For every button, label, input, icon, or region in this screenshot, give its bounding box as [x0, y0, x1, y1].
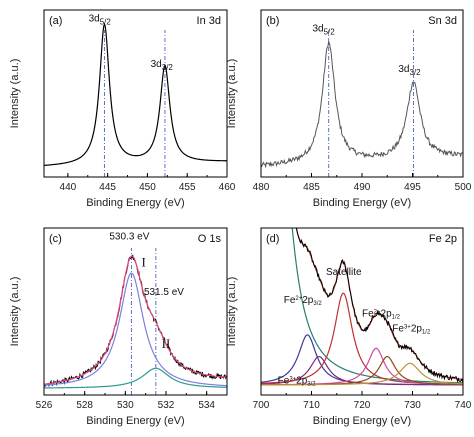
x-tick-label: 490 [354, 182, 371, 193]
peak-annotation: 531.5 eV [144, 287, 184, 298]
x-axis-label: Binding Energy (eV) [86, 197, 184, 209]
plot-area [44, 22, 227, 166]
plot-area [261, 40, 463, 169]
x-axis-label: Binding Energy (eV) [313, 197, 411, 209]
plot-area [261, 228, 463, 386]
series-line [261, 40, 463, 169]
series-line [44, 22, 227, 166]
panel-label: (a) [49, 15, 62, 27]
y-axis-label: Intensity (a.u.) [9, 277, 21, 347]
x-tick-label: 730 [404, 400, 421, 411]
x-tick-label: 532 [158, 400, 175, 411]
series-line [44, 272, 227, 387]
x-tick-label: 460 [219, 182, 236, 193]
corner-label: O 1s [198, 233, 222, 245]
x-axis-label: Binding Energy (eV) [313, 415, 411, 427]
series-line [44, 254, 227, 388]
series-line [44, 367, 227, 389]
fe-annotation: Fe2+2p3/2 [284, 295, 323, 307]
x-tick-label: 455 [179, 182, 196, 193]
panel-label: (c) [49, 233, 62, 245]
plot-area [44, 254, 227, 389]
panel-label: (b) [266, 15, 279, 27]
y-axis-label: Intensity (a.u.) [226, 277, 238, 347]
x-tick-label: 700 [253, 400, 270, 411]
series-line [261, 362, 463, 386]
x-tick-label: 526 [36, 400, 53, 411]
fe-annotation: Fe2+2p1/2 [362, 309, 401, 321]
panel-a: 440 445 450 455 460 Binding Energy (eV) Intens… [9, 9, 236, 209]
x-tick-label: 450 [139, 182, 156, 193]
panel-c: 526 528 530 532 534 Binding Energy (eV) Intens… [9, 227, 228, 427]
x-tick-label: 485 [303, 182, 320, 193]
x-tick-label: 534 [198, 400, 215, 411]
peak-annotation: 3d5/2 [89, 14, 112, 27]
series-line [261, 292, 463, 385]
fe-annotation: Fe3+2p1/2 [392, 324, 431, 336]
x-axis-label: Binding Energy (eV) [86, 415, 184, 427]
component-label: I [141, 254, 145, 269]
peak-annotation: 530.3 eV [109, 232, 149, 243]
x-tick-label: 445 [99, 182, 116, 193]
panel-b: 480 485 490 495 500 Binding Energy (eV) Intens… [226, 9, 472, 209]
x-tick-label: 710 [303, 400, 320, 411]
x-tick-label: 500 [455, 182, 472, 193]
series-line [44, 255, 227, 385]
peak-annotation: 3d5/2 [312, 24, 335, 37]
panel-d: 700 710 720 730 740 Binding Energy (eV) Intens… [226, 227, 472, 427]
series-line [295, 228, 463, 383]
y-axis-label: Intensity (a.u.) [9, 59, 21, 129]
component-label: II [162, 336, 171, 351]
y-axis-label: Intensity (a.u.) [226, 59, 238, 129]
x-tick-label: 440 [60, 182, 77, 193]
plot-frame [260, 9, 464, 178]
peak-annotation: 3d3/2 [398, 64, 421, 77]
peak-annotation: Satellite [326, 267, 362, 278]
series-line [291, 228, 463, 384]
panel-label: (d) [266, 233, 279, 245]
x-tick-label: 495 [404, 182, 421, 193]
x-tick-label: 480 [253, 182, 270, 193]
plot-frame [43, 227, 228, 396]
x-tick-label: 740 [455, 400, 472, 411]
corner-label: Fe 2p [429, 233, 457, 245]
x-tick-label: 528 [76, 400, 93, 411]
plot-frame [43, 9, 228, 178]
peak-annotation: 3d3/2 [151, 59, 174, 72]
corner-label: Sn 3d [428, 15, 457, 27]
corner-label: In 3d [197, 15, 221, 27]
x-tick-label: 720 [354, 400, 371, 411]
x-tick-label: 530 [117, 400, 134, 411]
fe-annotation: Fe3+2p3/2 [278, 375, 317, 387]
